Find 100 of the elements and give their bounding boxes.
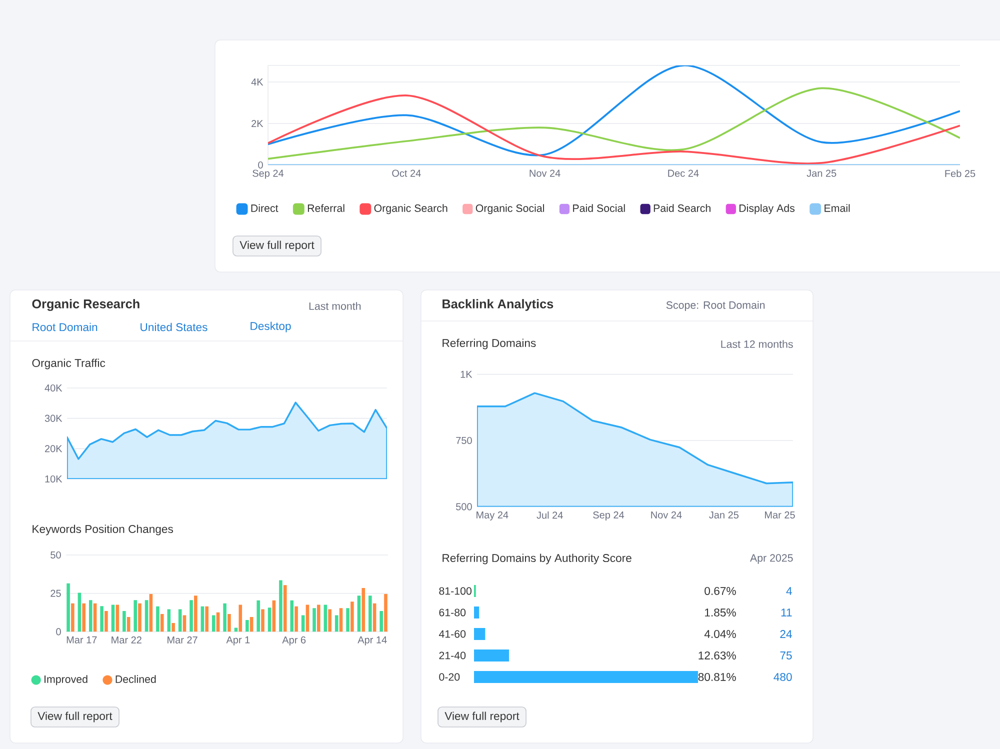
y-tick-label: 0 — [258, 161, 263, 169]
x-tick-label: Jan 25 — [806, 170, 836, 177]
bar — [144, 600, 148, 632]
x-tick-label: Sep 24 — [252, 170, 284, 179]
y-tick-label: 0 — [56, 628, 61, 636]
bar — [238, 604, 242, 632]
bar — [228, 614, 231, 632]
y-tick-label: 61-80 — [439, 608, 466, 616]
legend-label: Paid Social — [573, 204, 625, 212]
y-tick-label: 10K — [45, 475, 62, 483]
bar — [474, 670, 698, 683]
bar — [317, 604, 320, 632]
bar — [474, 649, 510, 662]
x-tick-label: Apr 1 — [226, 636, 250, 646]
bar — [357, 596, 361, 632]
bar — [246, 620, 249, 632]
bar — [250, 616, 254, 632]
line-series — [268, 87, 960, 160]
bar — [122, 610, 126, 632]
bar — [268, 608, 272, 632]
data-label: 1.85% — [705, 608, 736, 617]
bar — [384, 594, 388, 632]
y-tick-label: 21-40 — [439, 652, 466, 660]
bar — [194, 596, 198, 632]
bar — [334, 615, 338, 632]
y-tick-label: 40K — [44, 384, 62, 392]
x-tick-label: Apr 6 — [282, 636, 306, 646]
bar — [190, 600, 193, 632]
x-tick-label: Jan 25 — [709, 511, 739, 518]
text: 24 — [780, 630, 792, 638]
bar — [126, 616, 130, 632]
y-tick-label: 30K — [44, 414, 62, 422]
bar — [283, 585, 287, 632]
bar — [256, 600, 260, 632]
bar — [138, 603, 142, 632]
bar — [272, 600, 276, 632]
bar — [350, 602, 354, 632]
x-tick-label: Sep 24 — [593, 511, 624, 520]
bar — [149, 594, 153, 632]
text: Scope: Root Domain — [666, 301, 765, 311]
text: View full report — [38, 712, 112, 722]
legend-label: Display Ads — [739, 204, 795, 214]
bar — [88, 600, 92, 632]
x-tick-label: Jul 24 — [536, 511, 563, 519]
x-tick-label: Apr 14 — [358, 636, 387, 646]
bar — [279, 580, 282, 632]
bar — [368, 596, 372, 632]
bar — [82, 603, 86, 632]
chart-title: Organic Traffic — [32, 358, 106, 370]
y-tick-label: 500 — [456, 503, 472, 510]
bar — [346, 608, 350, 632]
bar — [324, 604, 328, 632]
x-tick-label: Feb 25 — [945, 170, 976, 178]
x-tick-label: Mar 25 — [765, 511, 795, 518]
y-tick-label: 750 — [456, 436, 472, 444]
legend-label: Organic Search — [374, 204, 448, 214]
y-tick-label: 25 — [50, 590, 61, 597]
legend-label: Improved — [44, 675, 88, 686]
bar — [100, 606, 104, 632]
data-label: 12.63% — [698, 651, 736, 660]
legend-label: Direct — [251, 204, 278, 212]
bar — [200, 606, 204, 632]
bar — [294, 606, 298, 632]
bar — [71, 603, 74, 632]
bar — [372, 603, 376, 632]
x-tick-label: Nov 24 — [530, 170, 560, 177]
y-tick-label: 0-20 — [439, 673, 460, 681]
text: Backlink Analytics — [442, 299, 554, 311]
bar — [290, 600, 294, 632]
data-label: 80.81% — [698, 672, 736, 681]
text: Desktop — [250, 322, 291, 332]
y-tick-label: 4K — [251, 78, 264, 86]
legend-label: Organic Social — [476, 204, 544, 214]
line-series — [268, 94, 960, 164]
bar — [474, 606, 480, 618]
bar — [339, 608, 343, 632]
bar — [474, 628, 486, 640]
bar — [78, 592, 82, 632]
bar — [212, 615, 216, 632]
bar — [160, 614, 164, 632]
bar — [362, 588, 366, 632]
y-tick-label: 2K — [252, 120, 264, 127]
chart-title: Referring Domains by Authority Score — [442, 554, 632, 564]
x-tick-label: Dec 24 — [668, 170, 699, 177]
bar — [104, 610, 108, 632]
x-tick-label: Oct 24 — [392, 170, 421, 177]
bar — [328, 609, 332, 632]
legend-label: Paid Search — [654, 204, 710, 212]
chart-title: Keywords Position Changes — [32, 524, 174, 536]
text: 4 — [786, 587, 792, 595]
x-tick-label: Mar 17 — [66, 636, 97, 644]
text: Root Domain — [32, 322, 98, 332]
legend-label: Referral — [308, 204, 344, 212]
y-tick-label: 1K — [460, 370, 472, 378]
text: View full report — [240, 240, 314, 252]
data-label: 4.04% — [704, 630, 736, 638]
bar — [116, 604, 120, 632]
y-tick-label: 41-60 — [438, 630, 466, 638]
bar — [93, 603, 97, 632]
text: 480 — [774, 672, 792, 681]
